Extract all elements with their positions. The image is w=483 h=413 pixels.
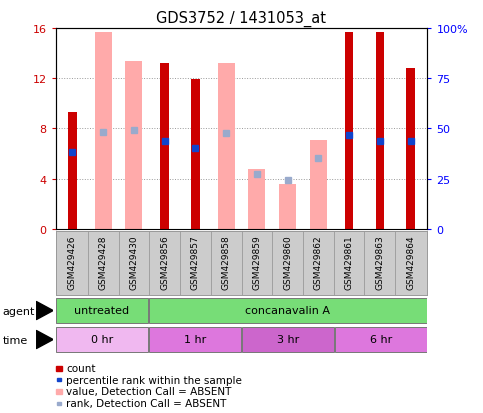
Text: rank, Detection Call = ABSENT: rank, Detection Call = ABSENT [66,398,227,408]
Bar [375,33,384,229]
Text: GDS3752 / 1431053_at: GDS3752 / 1431053_at [156,10,327,26]
Bar [149,328,241,352]
Bar [218,64,235,229]
Bar [248,169,265,229]
Text: time: time [2,335,28,345]
Bar [149,299,427,323]
Text: agent: agent [2,306,35,316]
Bar [310,140,327,229]
Text: GSM429864: GSM429864 [406,235,415,289]
Bar [126,62,142,229]
Text: GSM429863: GSM429863 [375,235,384,289]
Text: count: count [66,363,96,373]
Polygon shape [36,330,53,349]
Text: value, Detection Call = ABSENT: value, Detection Call = ABSENT [66,387,231,396]
Text: 1 hr: 1 hr [184,334,206,344]
Text: GSM429426: GSM429426 [68,235,77,289]
Bar [345,33,354,229]
Text: GSM429858: GSM429858 [222,235,230,289]
Bar [242,328,334,352]
Bar [56,299,148,323]
Text: untreated: untreated [74,305,129,315]
Text: GSM429857: GSM429857 [191,235,200,289]
Bar [191,80,199,229]
Text: 0 hr: 0 hr [91,334,113,344]
Bar [160,64,169,229]
Bar [56,328,148,352]
Bar [95,33,112,229]
Bar [406,69,415,229]
Text: GSM429428: GSM429428 [99,235,108,289]
Text: GSM429859: GSM429859 [253,235,261,289]
Text: percentile rank within the sample: percentile rank within the sample [66,375,242,385]
Polygon shape [36,301,53,320]
Text: GSM429860: GSM429860 [283,235,292,289]
Bar [279,184,296,229]
Bar [335,328,427,352]
Text: 6 hr: 6 hr [370,334,392,344]
Bar [68,113,77,229]
Text: 3 hr: 3 hr [277,334,299,344]
Text: GSM429861: GSM429861 [344,235,354,289]
Text: GSM429430: GSM429430 [129,235,139,289]
Text: GSM429862: GSM429862 [314,235,323,289]
Text: GSM429856: GSM429856 [160,235,169,289]
Text: concanavalin A: concanavalin A [245,305,330,315]
